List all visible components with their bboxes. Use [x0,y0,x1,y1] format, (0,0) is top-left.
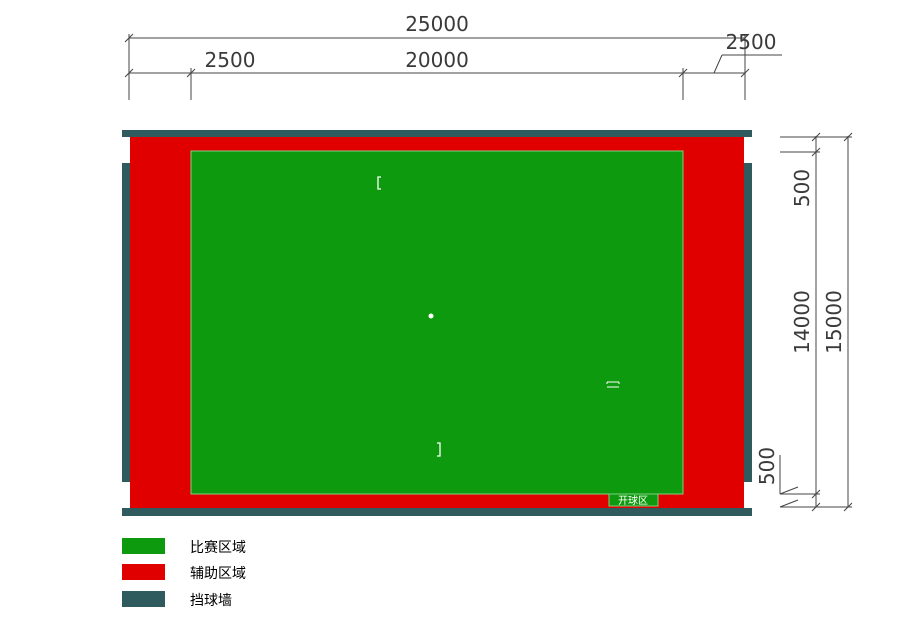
top-dimensions [124,33,782,100]
dim-bottom-aux-height: 500 [755,447,779,485]
legend-label: 辅助区域 [190,566,246,582]
bracket-marker [437,442,441,457]
legend-item-wall: 挡球墙 [122,591,322,609]
dim-total-width: 25000 [405,12,469,36]
play-area [190,150,684,495]
wall-gap [744,137,752,163]
dim-field-width: 20000 [405,48,469,72]
wall-gap [744,482,752,508]
bracket-marker [377,176,381,190]
legend-swatch-green [122,538,165,554]
bracket-marker [606,381,620,388]
wall-gap [122,137,130,163]
right-dimensions [779,132,853,512]
kickoff-zone [608,493,659,507]
wall-gap [122,482,130,508]
legend-label: 挡球墙 [190,593,232,609]
legend-item-aux-area: 辅助区域 [122,564,322,582]
legend-swatch-dark [122,591,165,607]
dim-field-height: 14000 [790,290,814,354]
dim-total-height: 15000 [822,290,846,354]
kickoff-zone-label: 开球区 [618,494,648,507]
center-spot [428,313,434,319]
legend-item-play-area: 比赛区域 [122,538,322,556]
legend-label: 比赛区域 [190,540,246,556]
court: 开球区 [122,130,752,516]
dim-left-aux-width: 2500 [205,48,256,72]
dim-top-aux-height: 500 [790,169,814,207]
legend-swatch-red [122,564,165,580]
dim-right-aux-width: 2500 [726,30,777,54]
